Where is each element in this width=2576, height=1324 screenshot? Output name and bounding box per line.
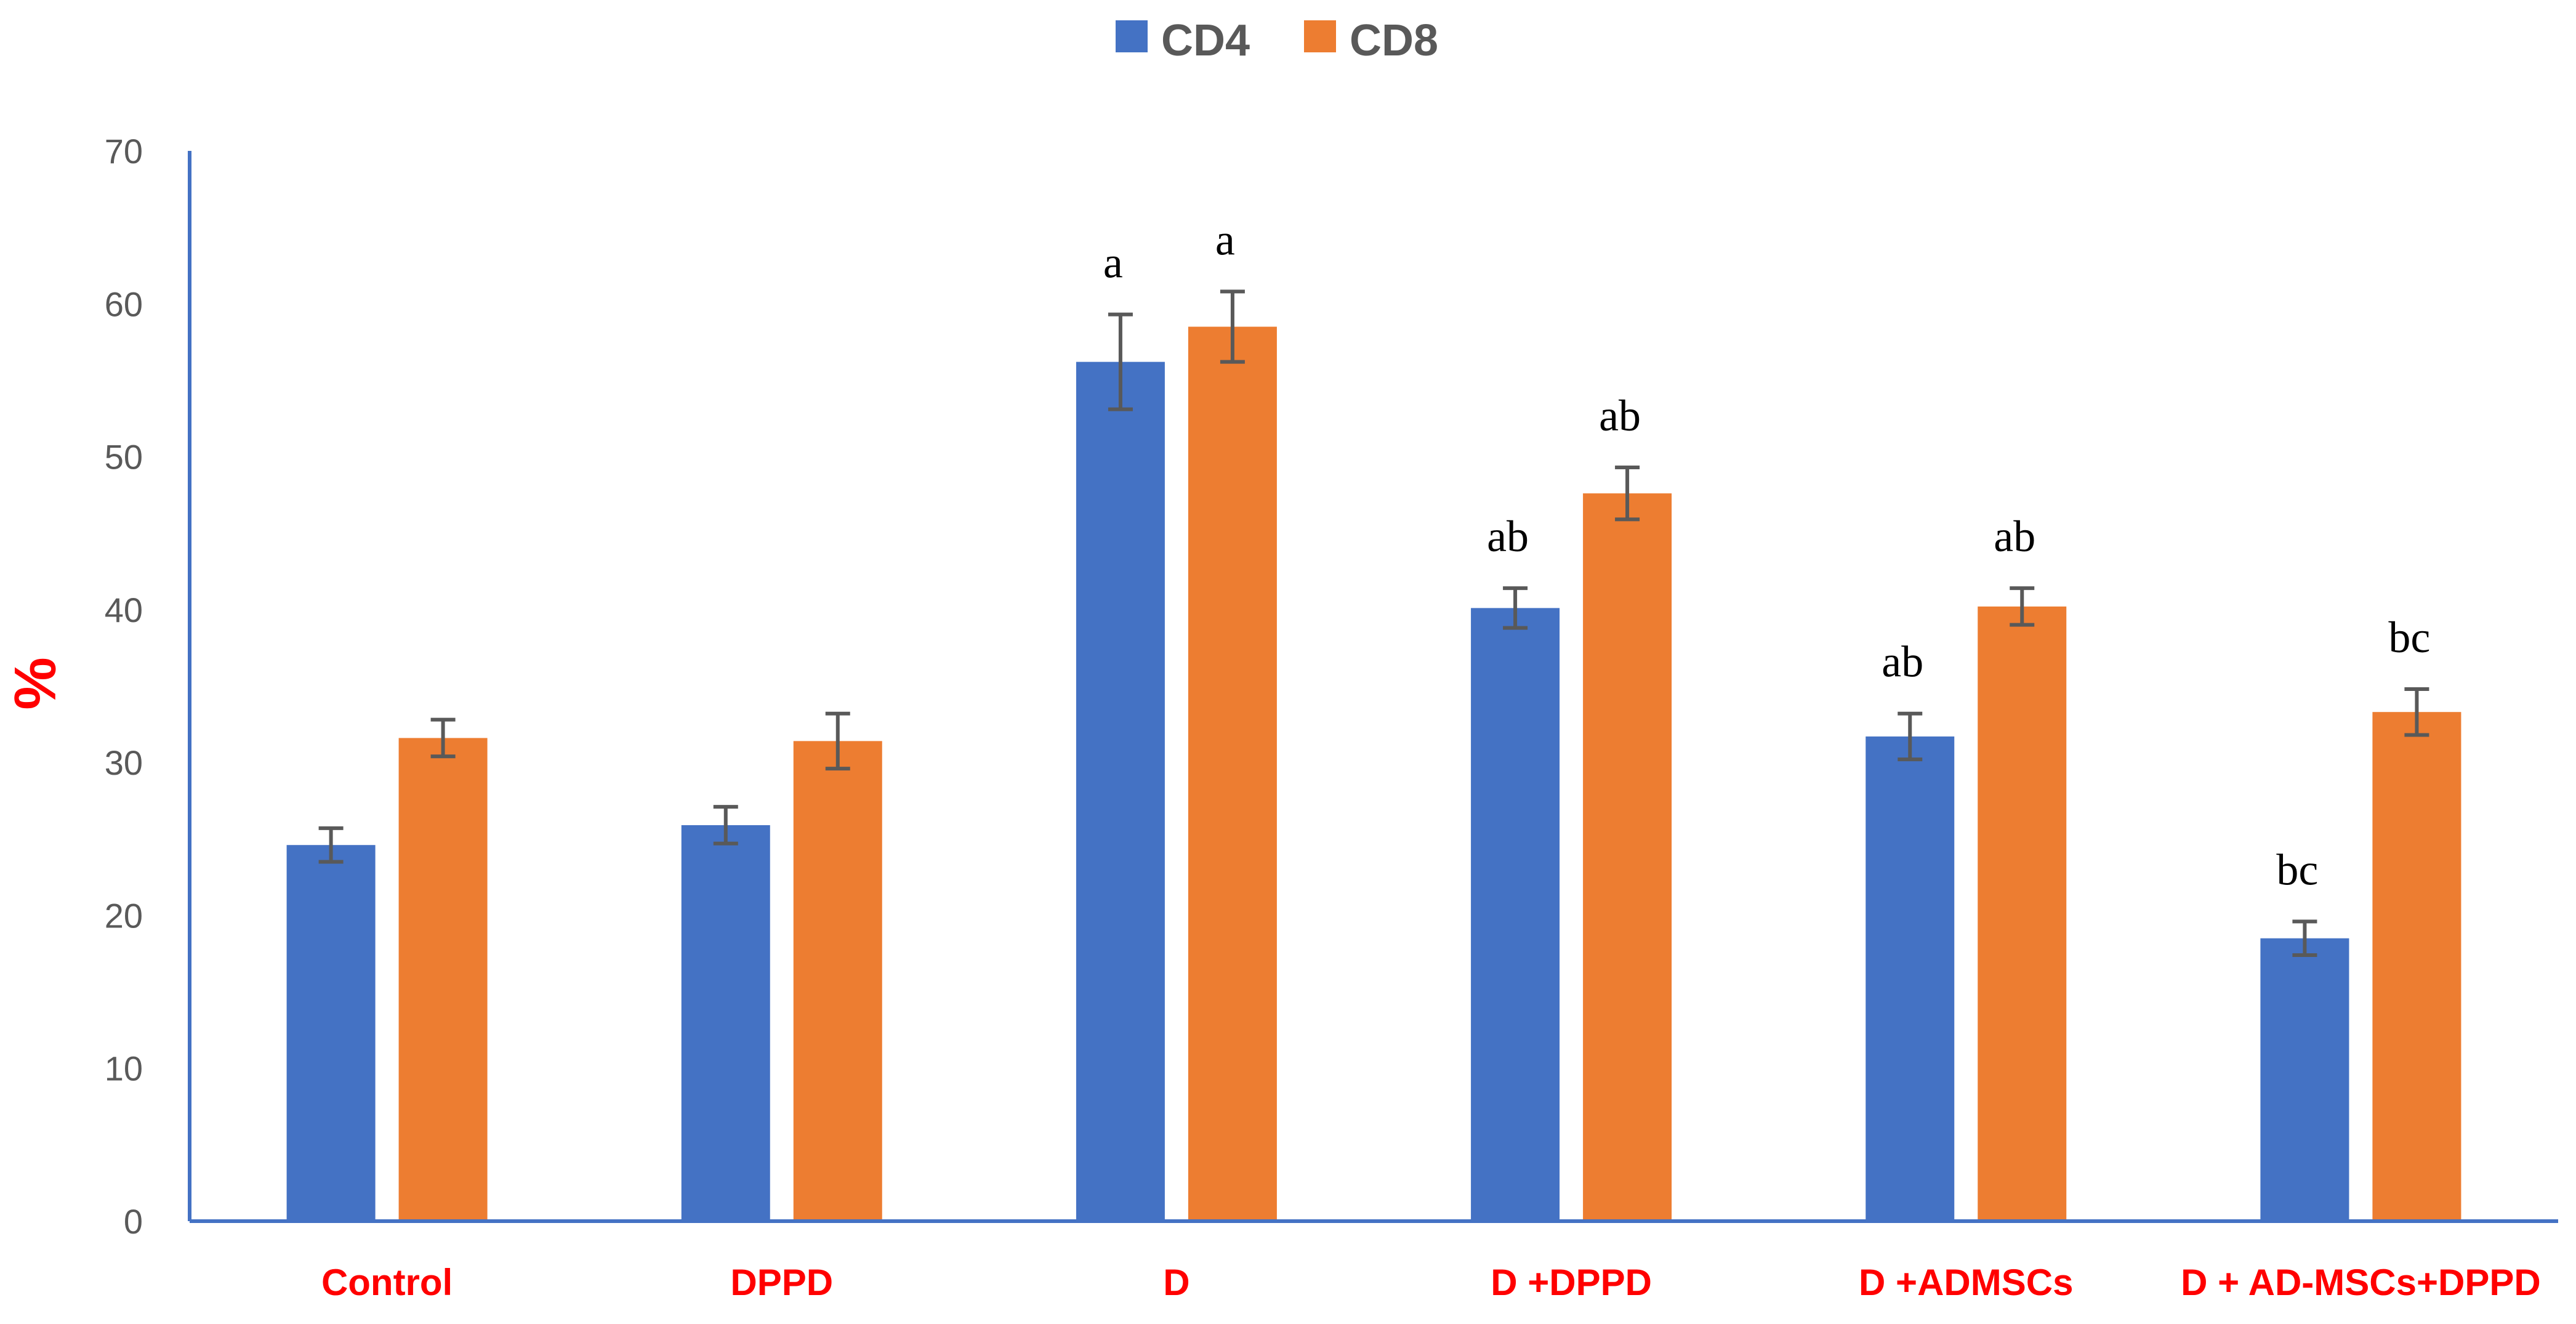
bar-cd8 [793,741,882,1221]
significance-label: ab [1882,637,1923,687]
bar-cd4 [1076,361,1165,1221]
legend-label-cd4: CD4 [1161,16,1250,65]
y-tick-label: 40 [105,591,143,629]
y-tick-label: 10 [105,1049,143,1088]
bar-cd8 [1978,606,2067,1221]
significance-label: a [1103,238,1123,288]
y-tick-label: 20 [105,896,143,935]
bar-cd8 [1188,326,1277,1221]
bar-cd8 [1583,493,1672,1222]
y-tick-label: 30 [105,743,143,782]
bar-cd4 [2260,938,2349,1221]
bar-cd4 [1471,608,1560,1221]
category-label: D +DPPD [1491,1262,1652,1303]
bar-series [286,326,2461,1222]
legend-swatch-cd8 [1304,20,1336,52]
bar-cd4 [1866,736,1955,1221]
category-label: D + AD-MSCs+DPPD [2181,1262,2541,1303]
category-label: Control [321,1262,453,1303]
bar-cd8 [2372,712,2461,1221]
legend-swatch-cd4 [1116,20,1148,52]
category-label: D [1163,1262,1189,1303]
significance-label: ab [1994,512,2035,561]
axes [188,151,2558,1223]
bar-cd4 [286,845,376,1221]
legend-label-cd8: CD8 [1350,16,1438,65]
significance-label: bc [2276,845,2318,894]
significance-label: ab [1487,512,1529,561]
category-labels: Control DPPD D D +DPPD D +ADMSCs D + AD-MSCs+… [321,1262,2541,1303]
significance-label: ab [1599,391,1641,440]
y-tick-label: 50 [105,438,143,477]
bar-cd4 [681,825,770,1221]
significance-label: bc [2388,613,2430,662]
y-tick-label: 70 [105,132,143,171]
legend: CD4 CD8 [1116,16,1438,65]
error-bars [318,289,2429,957]
significance-labels: a a ab ab ab ab bc bc [1103,215,2430,894]
y-axis-title: % [2,657,68,709]
category-label: D +ADMSCs [1859,1262,2073,1303]
y-tick-label: 60 [105,285,143,323]
bar-cd8 [398,738,488,1221]
y-axis-ticks: 0 10 20 30 40 50 60 70 [105,132,143,1241]
y-tick-label: 0 [124,1202,143,1241]
category-label: DPPD [730,1262,833,1303]
significance-label: a [1215,215,1235,264]
